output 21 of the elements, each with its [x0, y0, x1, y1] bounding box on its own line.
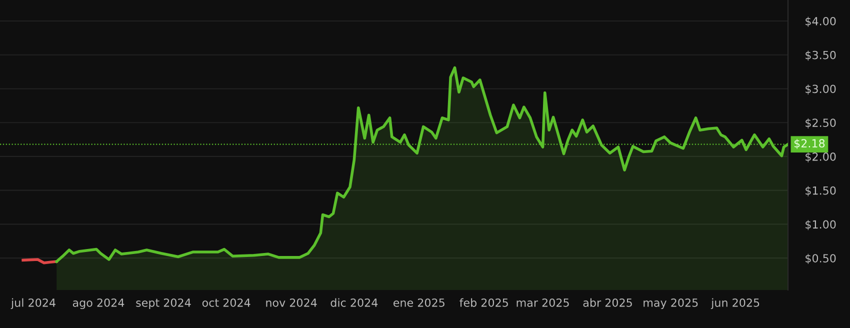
- x-tick-label: feb 2025: [460, 298, 508, 307]
- y-tick-label: $3.00: [806, 84, 836, 95]
- y-tick-label: $1.00: [806, 220, 836, 230]
- x-tick-label: may 2025: [644, 298, 698, 310]
- x-tick-label: jul 2024: [10, 298, 56, 310]
- x-tick-label: mar 2025: [516, 298, 569, 307]
- y-tick-label: $2.50: [806, 118, 836, 128]
- x-tick-label: dic 2024: [330, 298, 378, 307]
- x-tick-label: sept 2024: [136, 298, 191, 310]
- x-tick-label: abr 2025: [583, 298, 632, 307]
- y-tick-label: $2.00: [806, 152, 836, 162]
- x-tick-label: jun 2025: [710, 298, 760, 310]
- y-tick-label: $3.50: [806, 50, 836, 61]
- x-tick-label: oct 2024: [202, 298, 250, 307]
- y-tick-label: $4.00: [806, 16, 836, 27]
- ref-line-label: $2.18: [794, 138, 825, 149]
- x-tick-label: ene 2025: [394, 298, 444, 307]
- x-tick-label: ago 2024: [72, 298, 124, 310]
- y-tick-label: $1.50: [806, 186, 836, 196]
- y-tick-label: $0.50: [806, 254, 836, 264]
- x-tick-label: nov 2024: [266, 298, 317, 307]
